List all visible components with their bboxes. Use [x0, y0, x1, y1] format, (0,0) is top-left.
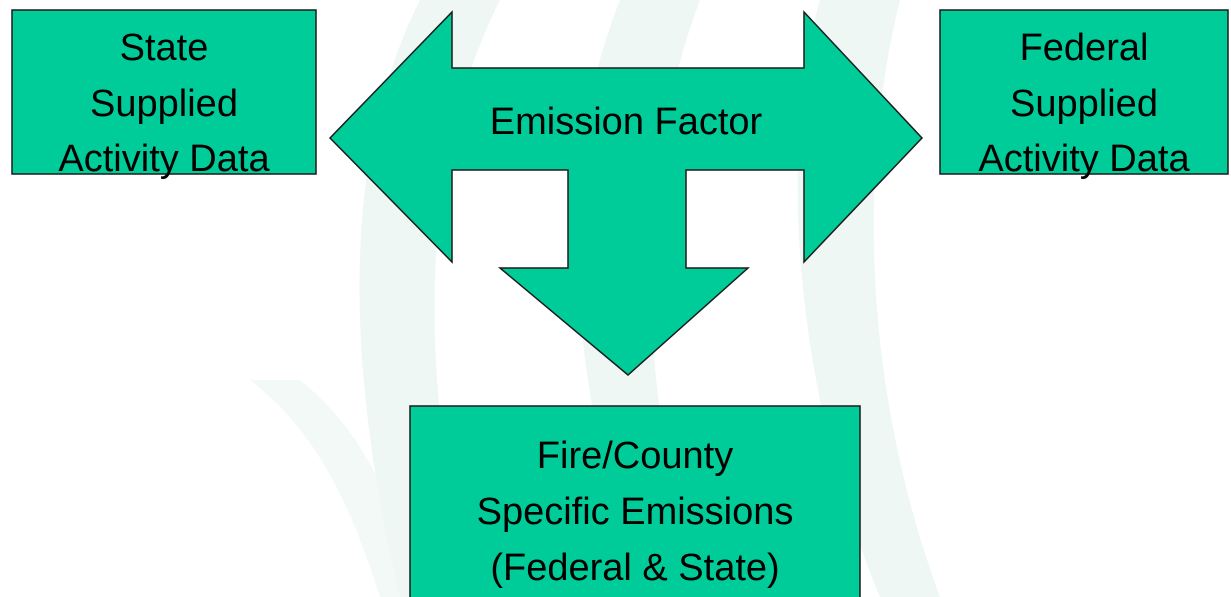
- state-label: Supplied: [90, 83, 238, 125]
- emissions-label: Fire/County: [537, 435, 733, 477]
- state-box: [11, 9, 317, 175]
- arrow-label: Emission Factor: [490, 101, 763, 143]
- federal-label: Activity Data: [978, 138, 1190, 180]
- federal-label: Federal: [1020, 27, 1149, 69]
- state-label: Activity Data: [58, 138, 270, 180]
- emissions-label: Specific Emissions: [477, 491, 794, 533]
- emissions-box: [409, 405, 861, 597]
- flow-arrow: [328, 10, 924, 376]
- emissions-label: (Federal & State): [490, 547, 779, 589]
- federal-label: Supplied: [1010, 83, 1158, 125]
- state-label: State: [120, 27, 209, 69]
- federal-box: [939, 9, 1229, 175]
